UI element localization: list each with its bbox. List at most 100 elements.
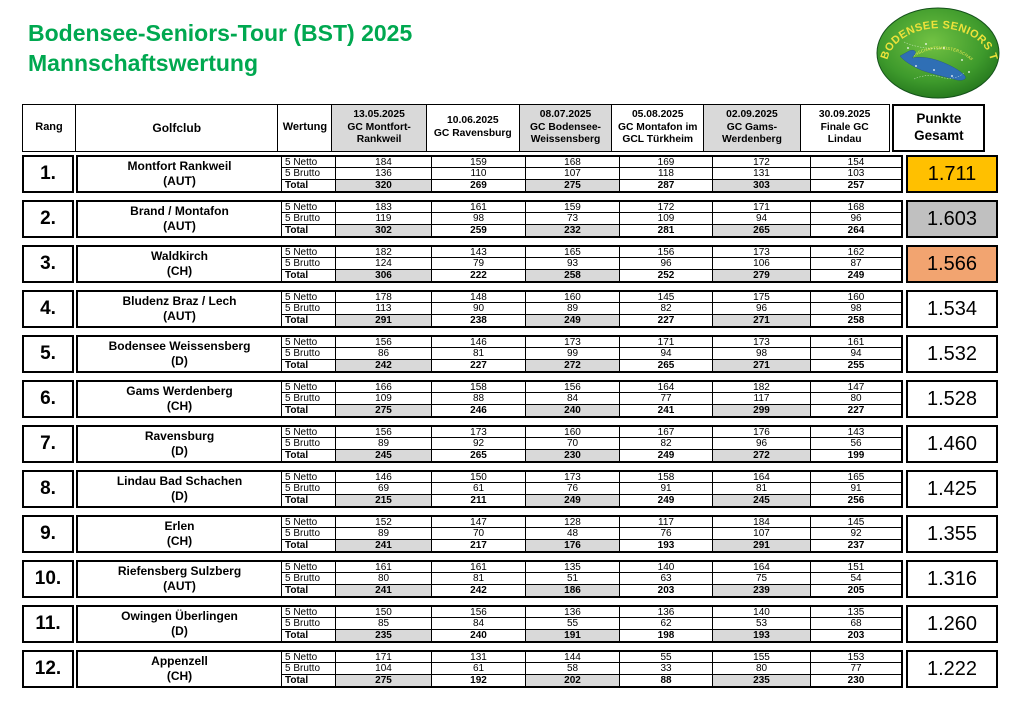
brutto-value-e5: 117: [713, 393, 811, 405]
event-header-3: 08.07.2025 GC Bodensee-Weissensberg: [518, 104, 613, 152]
total-value-e6: 249: [847, 269, 865, 281]
brutto-value-e2: 81: [432, 348, 526, 360]
total-value-e2: 265: [432, 449, 526, 461]
golfclub-country: (D): [171, 623, 188, 638]
punkte-gesamt-cell: 1.355: [906, 515, 998, 553]
brutto-value-e6: 91: [811, 483, 901, 495]
brutto-value-e2: 84: [432, 618, 526, 630]
netto-value-e6: 143: [811, 427, 901, 439]
brutto-value-e3: 84: [526, 393, 620, 405]
table-header: Rang Golfclub Wertung 13.05.2025 GC Montf…: [22, 104, 1000, 152]
netto-value-e5: 164: [713, 472, 811, 484]
header-punkte-gesamt: Punkte Gesamt: [892, 104, 986, 152]
netto-value-e1: 183: [336, 202, 432, 214]
golfclub-country: (CH): [166, 398, 193, 413]
brutto-value-e3: 55: [526, 618, 620, 630]
total-value-e4: 249: [620, 449, 713, 461]
total-value-e3: 176: [526, 539, 620, 551]
wertung-label-total: Total: [282, 314, 336, 326]
netto-value-e5: 184: [713, 517, 811, 529]
total-value-e2: 211: [432, 494, 526, 506]
brutto-value-e3: 51: [526, 573, 620, 585]
golfclub-country: (AUT): [163, 173, 196, 188]
punkte-gesamt-cell: 1.425: [906, 470, 998, 508]
wertung-label-netto: 5 Netto: [282, 292, 336, 304]
netto-value-e5: 173: [713, 337, 811, 349]
golfclub-country: (D): [171, 488, 188, 503]
team-scores-grid: Brand / Montafon (AUT) 5 Netto 183 161 159 172…: [76, 200, 903, 238]
brutto-value-e5: 98: [713, 348, 811, 360]
header-golfclub: Golfclub: [74, 104, 279, 152]
team-scores-grid: Gams Werdenberg (CH) 5 Netto 166 158 156 164 18…: [76, 380, 903, 418]
netto-value-e4: 145: [620, 292, 713, 304]
golfclub-cell: Riefensberg Sulzberg (AUT): [78, 562, 282, 596]
brutto-value-e2: 90: [432, 303, 526, 315]
total-value-e1: 302: [336, 224, 432, 236]
golfclub-cell: Lindau Bad Schachen (D): [78, 472, 282, 506]
netto-value-e5: 182: [713, 382, 811, 394]
total-value-e3: 232: [526, 224, 620, 236]
wertung-label-netto: 5 Netto: [282, 247, 336, 259]
golfclub-cell: Bodensee Weissensberg (D): [78, 337, 282, 371]
netto-value-e5: 171: [713, 202, 811, 214]
event-club: Finale GC Lindau: [820, 121, 869, 146]
brutto-value-e2: 92: [432, 438, 526, 450]
total-value-e4: 287: [620, 179, 713, 191]
netto-value-e6: 168: [811, 202, 901, 214]
total-value-e1: 241: [336, 584, 432, 596]
team-row: 6. Gams Werdenberg (CH) 5 Netto 166 158 156 164…: [22, 380, 1000, 418]
wertung-label-netto: 5 Netto: [282, 652, 336, 664]
total-value-e1: 215: [336, 494, 432, 506]
wertung-label-total: Total: [282, 629, 336, 641]
netto-value-e2: 158: [432, 382, 526, 394]
brutto-value-e5: 131: [713, 168, 811, 180]
netto-value-e4: 158: [620, 472, 713, 484]
netto-value-e5: 155: [713, 652, 811, 664]
punkte-gesamt-cell: 1.711: [906, 155, 998, 193]
wertung-label-brutto: 5 Brutto: [282, 438, 336, 450]
wertung-label-total: Total: [282, 404, 336, 416]
netto-value-e4: 164: [620, 382, 713, 394]
golfclub-name: Bodensee Weissensberg: [108, 338, 251, 353]
brutto-value-e4: 77: [620, 393, 713, 405]
team-scores-grid: Bodensee Weissensberg (D) 5 Netto 156 146 173…: [76, 335, 903, 373]
brutto-value-e4: 118: [620, 168, 713, 180]
team-scores-grid: Appenzell (CH) 5 Netto 171 131 144 55 155 153 5 B…: [76, 650, 903, 688]
golfclub-name: Brand / Montafon: [130, 203, 229, 218]
town-markers: [907, 43, 970, 77]
brutto-value-e1: 136: [336, 168, 432, 180]
rank-cell: 5.: [22, 335, 74, 373]
netto-value-e2: 143: [432, 247, 526, 259]
total-value-e6: 203: [847, 629, 865, 641]
total-value-e1: 291: [336, 314, 432, 326]
total-value-e5: 245: [713, 494, 811, 506]
brutto-value-e5: 96: [713, 438, 811, 450]
brutto-value-e6: 54: [811, 573, 901, 585]
netto-value-e3: 160: [526, 427, 620, 439]
rank-cell: 2.: [22, 200, 74, 238]
brutto-value-e5: 94: [713, 213, 811, 225]
netto-value-e2: 131: [432, 652, 526, 664]
total-value-e2: 259: [432, 224, 526, 236]
wertung-label-brutto: 5 Brutto: [282, 528, 336, 540]
brutto-value-e3: 107: [526, 168, 620, 180]
total-value-e3: 191: [526, 629, 620, 641]
wertung-label-brutto: 5 Brutto: [282, 483, 336, 495]
total-value-e6: 257: [847, 179, 865, 191]
event-header-5: 02.09.2025 GC Gams-Werdenberg: [702, 104, 801, 152]
golfclub-cell: Gams Werdenberg (CH): [78, 382, 282, 416]
total-value-e5: 271: [713, 314, 811, 326]
title-line-1: Bodensee-Seniors-Tour (BST) 2025: [28, 20, 413, 46]
total-value-e2: 222: [432, 269, 526, 281]
brutto-value-e4: 94: [620, 348, 713, 360]
total-value-e4: 88: [620, 674, 713, 686]
netto-value-e4: 171: [620, 337, 713, 349]
brutto-value-e6: 68: [811, 618, 901, 630]
rank-cell: 10.: [22, 560, 74, 598]
golfclub-country: (AUT): [163, 308, 196, 323]
golfclub-name: Gams Werdenberg: [126, 383, 233, 398]
brutto-value-e6: 94: [811, 348, 901, 360]
wertung-label-total: Total: [282, 449, 336, 461]
netto-value-e2: 161: [432, 202, 526, 214]
netto-value-e5: 175: [713, 292, 811, 304]
